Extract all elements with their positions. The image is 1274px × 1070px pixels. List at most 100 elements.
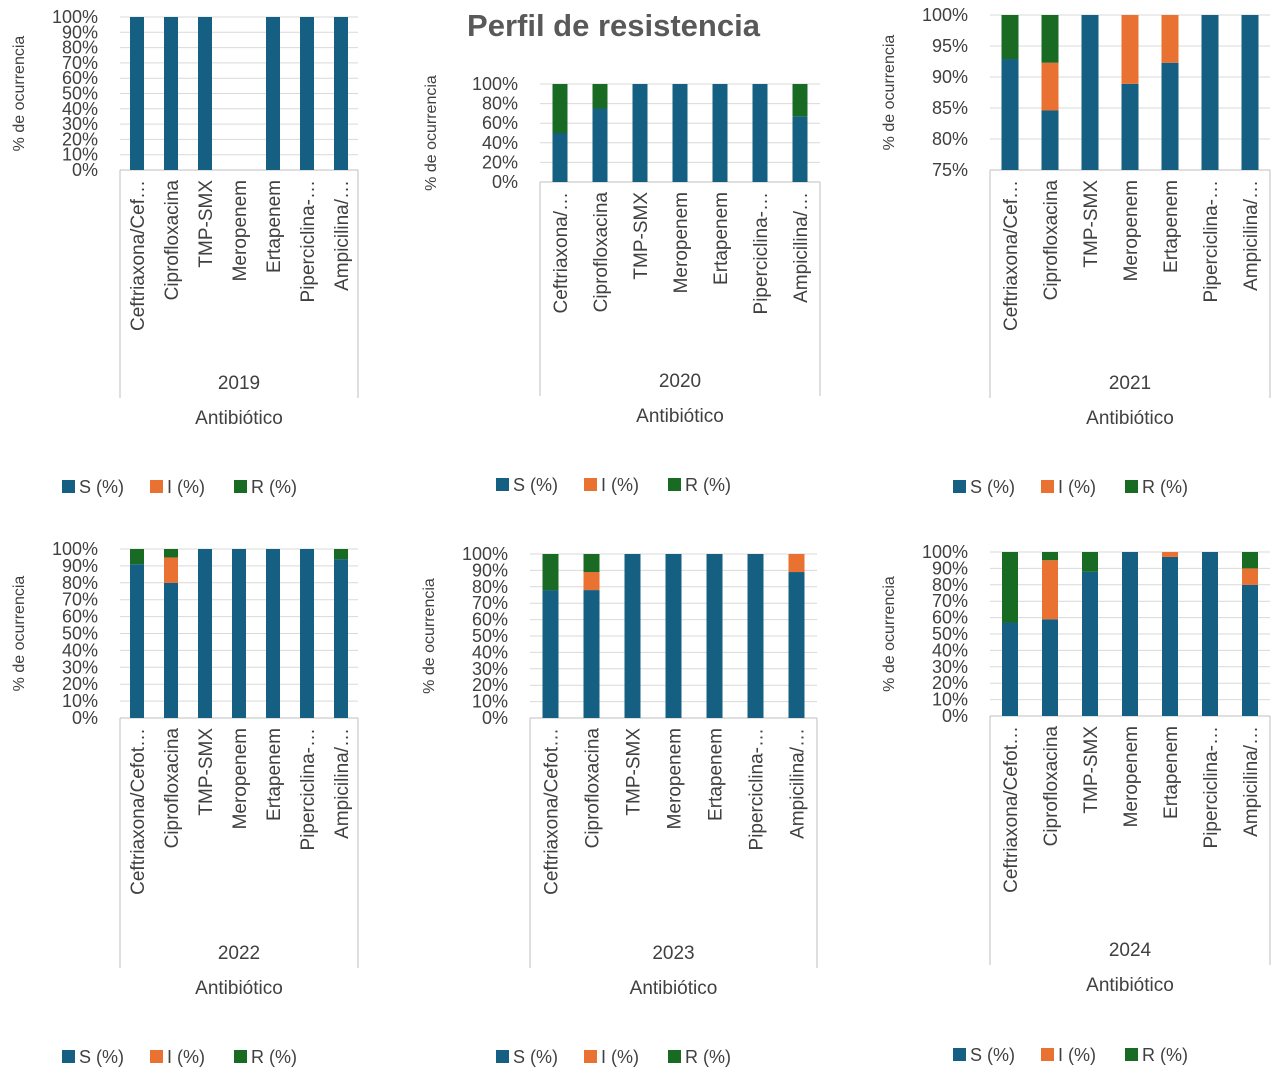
bar-r-segment: [792, 84, 808, 117]
y-tick-label: 50%: [62, 84, 98, 104]
category-label: TMP-SMX: [196, 728, 217, 816]
category-label: Ceftriaxona/Cefot…: [1001, 726, 1022, 893]
bar-r-segment: [1002, 552, 1018, 623]
y-tick-label: 90%: [932, 67, 968, 87]
category-label: TMP-SMX: [196, 180, 217, 268]
bar-r-segment: [1082, 552, 1098, 572]
category-label: Ertapenem: [264, 728, 285, 821]
bar-s-segment: [752, 84, 768, 182]
y-tick-label: 75%: [932, 160, 968, 180]
y-tick-label: 60%: [472, 610, 508, 630]
bar-s-segment: [665, 554, 682, 718]
y-tick-label: 85%: [932, 98, 968, 118]
x-axis-title: Antibiótico: [195, 408, 283, 429]
y-tick-label: 100%: [922, 5, 968, 25]
y-tick-label: 50%: [932, 624, 968, 644]
bar-i-segment: [1161, 15, 1179, 63]
bar-r-segment: [334, 549, 348, 560]
bar-s-segment: [266, 549, 280, 718]
y-tick-label: 50%: [62, 624, 98, 644]
legend-entry: I (%): [601, 475, 639, 495]
bar-s-segment: [198, 17, 212, 170]
y-tick-label: 70%: [62, 590, 98, 610]
y-tick-label: 60%: [62, 68, 98, 88]
category-label: TMP-SMX: [631, 192, 652, 280]
y-axis-title: % de ocurrencia: [881, 35, 898, 151]
bar-s-segment: [592, 108, 608, 182]
bar-i-segment: [1162, 552, 1178, 557]
bar-s-segment: [334, 17, 348, 170]
legend-swatch: [584, 1050, 597, 1063]
category-label: Ertapenem: [1161, 726, 1182, 819]
x-axis-title: Antibiótico: [636, 406, 724, 427]
bar-s-segment: [1041, 110, 1059, 170]
bar-i-segment: [1041, 62, 1059, 111]
category-label: Ceftriaxona/Cef…: [1001, 180, 1022, 331]
category-label: TMP-SMX: [1081, 726, 1102, 814]
legend-entry: R (%): [251, 1047, 297, 1067]
y-tick-label: 80%: [62, 38, 98, 58]
bar-i-segment: [583, 572, 600, 591]
y-axis-title: % de ocurrencia: [421, 578, 438, 694]
category-label: Meropenem: [665, 728, 686, 829]
y-axis-title: % de ocurrencia: [11, 36, 28, 152]
legend-swatch: [234, 480, 247, 493]
y-tick-label: 0%: [482, 708, 508, 728]
group-label: 2024: [1109, 940, 1152, 961]
group-label: 2019: [218, 373, 260, 394]
group-label: 2020: [659, 371, 701, 392]
category-label: Ciprofloxacina: [591, 192, 612, 313]
bar-s-segment: [164, 582, 178, 718]
legend-swatch: [150, 480, 163, 493]
bar-r-segment: [583, 554, 600, 573]
category-label: Ertapenem: [264, 180, 285, 273]
category-label: Ceftriaxona/Cef…: [128, 180, 149, 331]
legend-entry: R (%): [685, 1047, 731, 1067]
legend-entry: R (%): [251, 477, 297, 497]
y-tick-label: 30%: [932, 657, 968, 677]
legend-entry: I (%): [167, 1047, 205, 1067]
bar-r-segment: [552, 84, 568, 133]
bar-i-segment: [788, 554, 805, 573]
bar-s-segment: [788, 572, 805, 718]
category-label: Ceftriaxona/Cefot…: [128, 728, 149, 895]
x-axis-title: Antibiótico: [1086, 408, 1174, 429]
y-tick-label: 100%: [52, 539, 98, 559]
y-tick-label: 80%: [472, 577, 508, 597]
y-tick-label: 40%: [62, 640, 98, 660]
bar-s-segment: [130, 17, 144, 170]
bar-s-segment: [334, 559, 348, 718]
y-tick-label: 80%: [62, 573, 98, 593]
legend-entry: S (%): [79, 1047, 124, 1067]
category-label: Piperciclina-…: [1201, 726, 1222, 848]
y-tick-label: 30%: [472, 659, 508, 679]
legend-swatch: [953, 480, 966, 493]
bar-s-segment: [706, 554, 723, 718]
legend-swatch: [234, 1050, 247, 1063]
bar-s-segment: [1162, 556, 1178, 716]
y-tick-label: 60%: [482, 113, 518, 133]
legend-swatch: [1125, 1048, 1138, 1061]
legend-swatch: [62, 480, 75, 493]
bar-s-segment: [1042, 619, 1058, 716]
category-label: Piperciclina-…: [298, 728, 319, 850]
bar-s-segment: [164, 17, 178, 170]
chart-2019: 0%10%20%30%40%50%60%70%80%90%100% Ceftria…: [11, 7, 359, 497]
y-axis-title: % de ocurrencia: [423, 75, 440, 191]
chart-2021: 75% 80% 85% 90% 95% 100% Ceftriaxona/Cef… Cipro…: [881, 5, 1271, 497]
y-tick-label: 40%: [482, 133, 518, 153]
bar-r-segment: [1042, 552, 1058, 561]
bar-r-segment: [164, 549, 178, 558]
y-tick-label: 90%: [62, 556, 98, 576]
y-tick-label: 30%: [62, 657, 98, 677]
y-tick-label: 0%: [72, 160, 98, 180]
y-tick-label: 30%: [62, 114, 98, 134]
category-label: Ceftriaxona/Cefot…: [542, 728, 563, 895]
legend-entry: S (%): [970, 477, 1015, 497]
bar-r-segment: [592, 84, 608, 109]
y-tick-label: 40%: [62, 99, 98, 119]
category-label: Ertapenem: [706, 728, 727, 821]
y-tick-label: 40%: [932, 640, 968, 660]
category-label: Ciprofloxacina: [162, 180, 183, 301]
